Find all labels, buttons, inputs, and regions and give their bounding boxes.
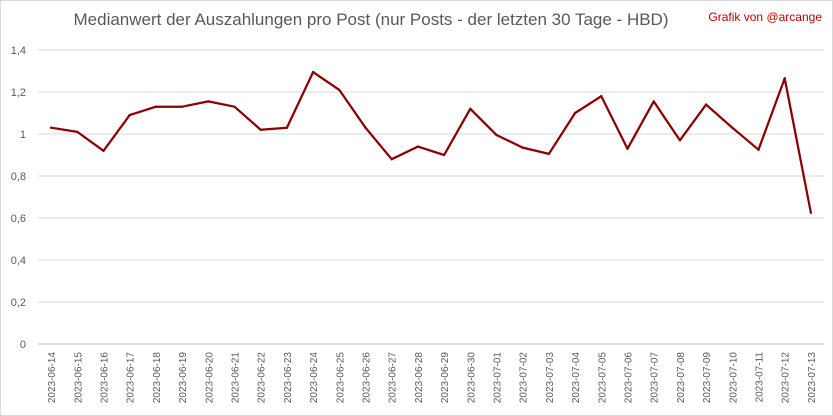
x-tick-label: 2023-06-24 (309, 352, 320, 404)
data-point (573, 111, 577, 115)
chart-credit: Grafik von @arcange (708, 10, 822, 24)
data-point (233, 105, 236, 108)
x-tick-label: 2023-07-03 (545, 352, 556, 404)
y-tick-label: 1,4 (11, 45, 26, 57)
x-tick-label: 2023-06-21 (231, 352, 242, 404)
data-point (390, 158, 393, 161)
data-point (626, 147, 629, 150)
x-tick-label: 2023-06-22 (257, 352, 268, 404)
y-tick-label: 0 (20, 339, 26, 351)
x-tick-label: 2023-06-16 (100, 352, 111, 404)
y-tick-label: 0,4 (11, 255, 26, 267)
x-tick-label: 2023-06-30 (466, 352, 477, 404)
data-point (364, 126, 367, 129)
x-tick-label: 2023-07-06 (624, 352, 635, 404)
y-tick-label: 0,6 (11, 213, 26, 225)
data-point (704, 103, 708, 106)
data-point (809, 211, 813, 214)
data-point (652, 100, 655, 103)
data-point (678, 139, 682, 142)
x-tick-label: 2023-06-26 (362, 352, 373, 404)
x-tick-label: 2023-07-09 (702, 352, 713, 404)
x-tick-label: 2023-07-05 (597, 352, 608, 404)
data-point (495, 133, 498, 137)
x-tick-label: 2023-07-11 (755, 352, 766, 403)
x-tick-label: 2023-07-13 (807, 352, 818, 404)
data-point (154, 105, 158, 108)
x-tick-label: 2023-07-04 (571, 352, 582, 404)
x-tick-label: 2023-06-18 (152, 352, 163, 404)
data-point (731, 126, 734, 129)
data-point (600, 95, 603, 98)
x-tick-label: 2023-07-12 (781, 352, 792, 404)
series-line (50, 70, 813, 214)
x-tick-label: 2023-07-08 (676, 352, 687, 404)
data-point (416, 145, 420, 148)
x-tick-label: 2023-06-23 (283, 352, 294, 404)
data-point (783, 77, 786, 80)
x-tick-label: 2023-06-20 (204, 352, 215, 404)
y-tick-label: 0,8 (11, 171, 26, 183)
x-tick-label: 2023-07-01 (493, 352, 504, 404)
data-point (49, 126, 53, 129)
x-tick-label: 2023-06-17 (126, 352, 137, 404)
data-point (102, 149, 105, 152)
x-tick-label: 2023-06-15 (73, 352, 84, 404)
x-tick-label: 2023-07-07 (650, 352, 661, 404)
data-point (285, 126, 289, 129)
data-point (442, 153, 446, 157)
data-point (180, 105, 184, 108)
data-point (259, 128, 262, 131)
chart-title: Medianwert der Auszahlungen pro Post (nu… (73, 10, 669, 29)
data-point (76, 130, 79, 134)
data-point (311, 70, 315, 74)
y-tick-label: 0,2 (11, 297, 26, 309)
data-point (469, 107, 472, 111)
data-point (521, 146, 524, 149)
x-tick-label: 2023-07-02 (519, 352, 530, 404)
x-tick-label: 2023-06-14 (47, 352, 58, 404)
data-point (338, 88, 341, 92)
x-tick-label: 2023-07-10 (728, 352, 739, 404)
data-point (547, 152, 551, 156)
x-tick-label: 2023-06-28 (414, 352, 425, 404)
x-tick-label: 2023-06-29 (440, 352, 451, 404)
y-tick-label: 1 (20, 129, 26, 141)
data-point (757, 148, 760, 151)
data-point (207, 100, 210, 103)
x-tick-label: 2023-06-25 (335, 352, 346, 404)
data-point (128, 113, 131, 117)
y-tick-label: 1,2 (11, 87, 26, 99)
x-tick-label: 2023-06-19 (178, 352, 189, 404)
x-tick-label: 2023-06-27 (388, 352, 399, 404)
